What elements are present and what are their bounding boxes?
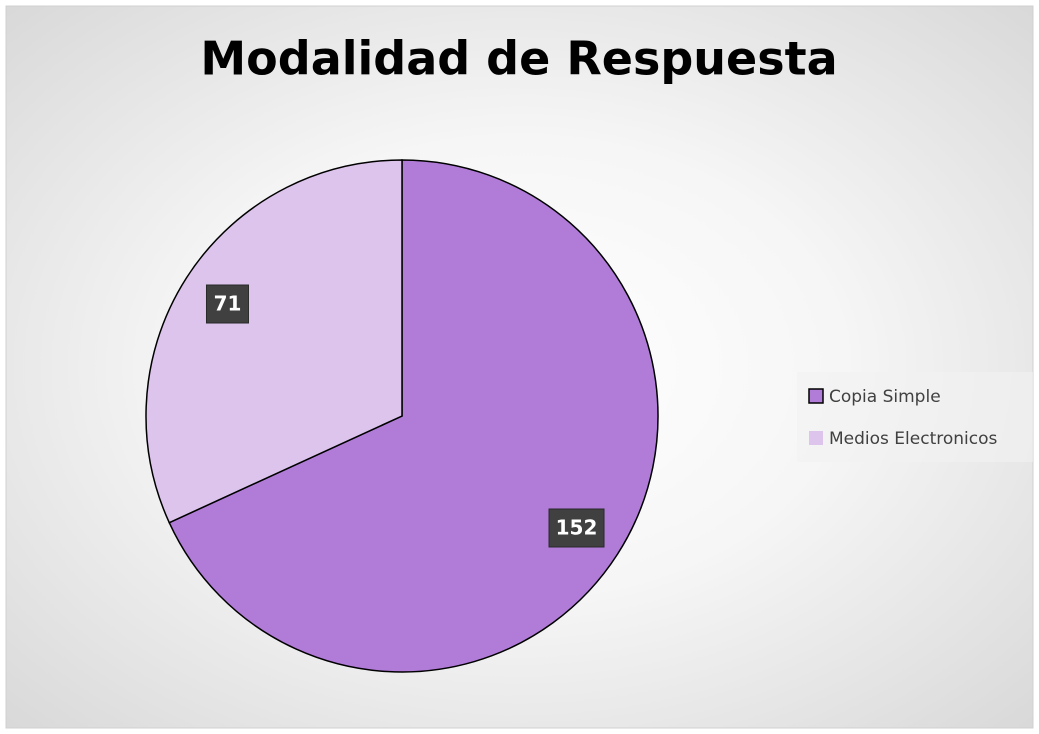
legend-box xyxy=(797,372,1033,462)
legend-swatch xyxy=(808,388,824,404)
legend-label: Copia Simple xyxy=(829,387,941,407)
data-label: 71 xyxy=(214,292,242,316)
data-label-box xyxy=(548,508,605,548)
data-label: 152 xyxy=(556,515,598,539)
pie-slice xyxy=(168,159,659,673)
pie-slice xyxy=(145,159,403,524)
legend-label: Medios Electronicos xyxy=(829,429,997,449)
legend-swatch xyxy=(809,431,823,445)
chart-title: Modalidad de Respuesta xyxy=(200,32,837,86)
data-label-box xyxy=(205,284,249,324)
